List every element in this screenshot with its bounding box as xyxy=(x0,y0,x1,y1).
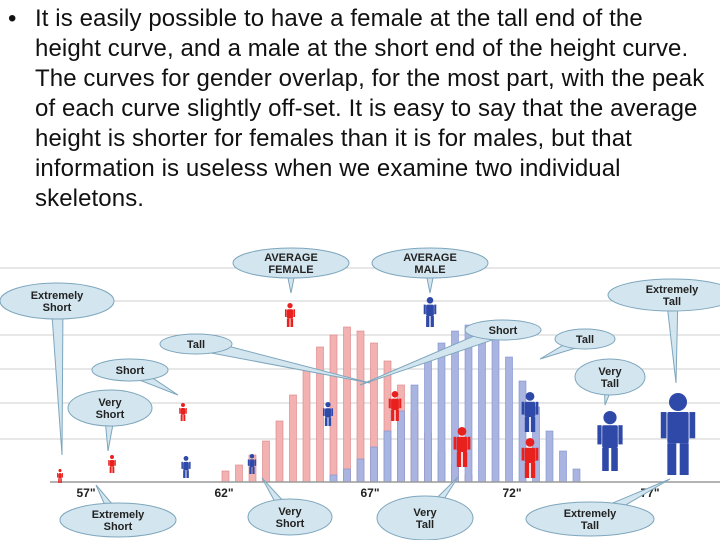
callout-label: Tall xyxy=(663,296,681,308)
male-bar xyxy=(383,430,392,483)
callout-short-male: Short xyxy=(359,319,542,386)
female-person-icon xyxy=(388,391,402,421)
callout-label: Very xyxy=(413,507,437,519)
male-bar xyxy=(343,468,351,483)
callout-label: AVERAGE xyxy=(403,252,457,264)
male-person-icon xyxy=(181,456,191,478)
height-distribution-svg: 57" 62" 67" 72" 77" AVERAGEFEMALEAVERAGEMALE… xyxy=(0,243,720,540)
x-tick-label: 72" xyxy=(502,486,521,500)
female-bar xyxy=(235,464,243,483)
callout-label: Extremely xyxy=(92,509,145,521)
male-bar xyxy=(329,474,338,483)
male-person-icon xyxy=(423,297,437,327)
male-person-icon xyxy=(597,411,623,471)
male-bar xyxy=(572,468,581,483)
callout-label: Very xyxy=(98,397,122,409)
bullet-text: It is easily possible to have a female a… xyxy=(35,5,705,212)
female-person-icon xyxy=(108,455,116,473)
male-bar xyxy=(437,342,446,483)
male-bar xyxy=(410,384,419,483)
bullet-symbol: • xyxy=(8,5,17,32)
callout-label: Short xyxy=(104,521,133,533)
callout-tall-female: Tall xyxy=(159,333,371,384)
x-tick-label: 62" xyxy=(214,486,233,500)
male-bar xyxy=(559,450,567,483)
callout-label: Tall xyxy=(416,519,434,531)
female-person-icon xyxy=(284,303,296,327)
callout-tall-male: Tall xyxy=(539,328,616,360)
callout-label: AVERAGE xyxy=(264,252,318,264)
female-person-icon xyxy=(521,438,539,478)
male-bar xyxy=(370,446,378,483)
female-person-icon xyxy=(179,403,187,421)
female-bar xyxy=(221,470,230,483)
male-person-icon xyxy=(247,454,257,474)
callout-label: Short xyxy=(96,409,125,421)
callout-label: Very xyxy=(278,506,302,518)
x-tick-label: 67" xyxy=(360,486,379,500)
male-bar xyxy=(478,328,486,483)
bullet-block: • It is easily possible to have a female… xyxy=(8,4,714,214)
callout-label: Extremely xyxy=(646,284,699,296)
female-person-icon xyxy=(57,469,63,483)
female-bar xyxy=(329,334,338,483)
female-bar xyxy=(289,394,297,483)
female-bar xyxy=(275,420,284,483)
callout-short-female: Short xyxy=(91,358,179,396)
callout-label: Short xyxy=(276,518,305,530)
callout-label: Tall xyxy=(187,339,205,351)
female-bar xyxy=(262,440,270,483)
male-bar xyxy=(491,338,500,483)
female-bar xyxy=(316,346,324,483)
male-bar xyxy=(424,360,432,483)
callout-label: FEMALE xyxy=(268,264,313,276)
callout-label: Short xyxy=(43,302,72,314)
male-bar xyxy=(545,430,554,483)
male-person-icon xyxy=(660,393,696,475)
callout-label: Short xyxy=(116,365,145,377)
callout-label: Very xyxy=(598,366,622,378)
male-bar xyxy=(397,410,405,483)
callout-label: Tall xyxy=(581,520,599,532)
callout-label: MALE xyxy=(414,264,445,276)
callout-label: Extremely xyxy=(31,290,84,302)
male-person-icon xyxy=(521,392,539,432)
female-bar xyxy=(343,326,351,483)
x-tick-label: 57" xyxy=(76,486,95,500)
callout-label: Short xyxy=(489,325,518,337)
height-distribution-figure: 57" 62" 67" 72" 77" AVERAGE FEMALE AVERAGE MALE… xyxy=(0,243,720,540)
male-bar xyxy=(505,356,513,483)
callout-label: Tall xyxy=(601,378,619,390)
callout-label: Tall xyxy=(576,334,594,346)
callout-label: Extremely xyxy=(564,508,617,520)
female-bar xyxy=(302,368,311,483)
male-person-icon xyxy=(322,402,334,426)
male-bar xyxy=(356,458,365,483)
female-person-icon xyxy=(453,427,471,467)
